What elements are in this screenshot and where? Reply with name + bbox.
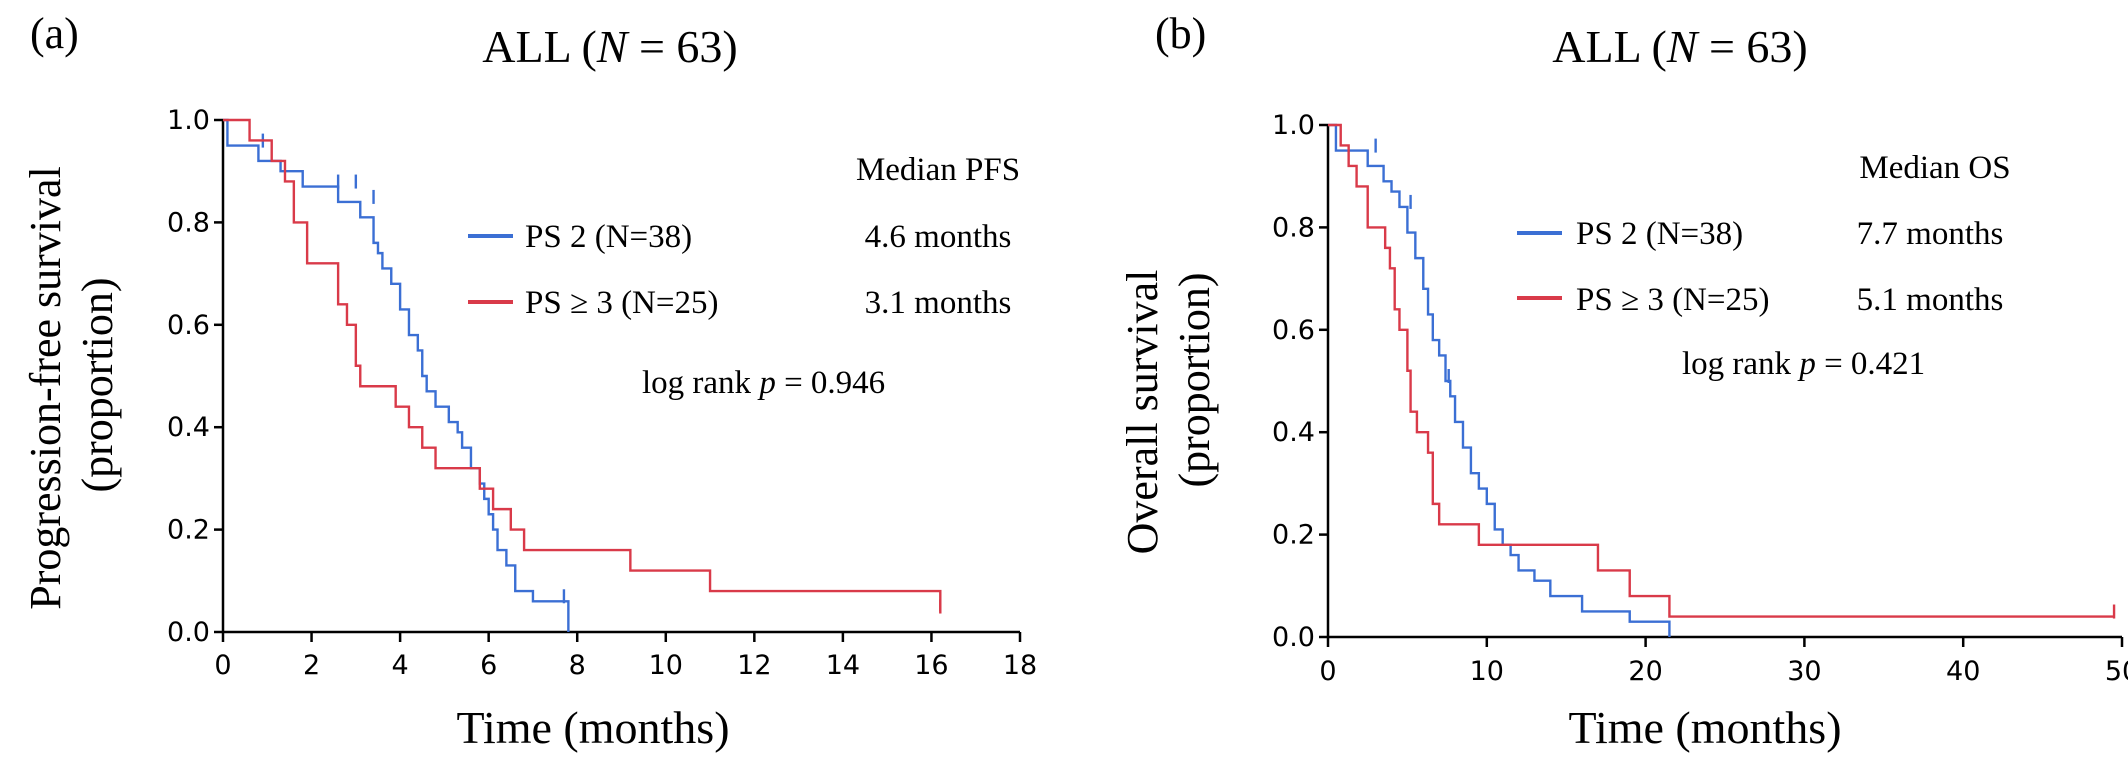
y-tick-label: 0.6 [1272,315,1315,346]
panel-a-ylabel-line1: Progression-free survival [21,166,70,610]
y-tick-label: 1.0 [167,105,210,136]
panel-a-logrank: log rank p = 0.946 [642,365,885,401]
y-tick-label: 0.4 [167,412,210,443]
y-tick-label: 0.0 [1272,622,1315,653]
panel-a-label: (a) [30,9,79,58]
y-tick-label: 0.4 [1272,417,1315,448]
x-tick-label: 40 [1946,656,1980,687]
x-tick-label: 4 [392,650,409,681]
panel-b-title: ALL (N = 63) [1552,21,1807,72]
y-tick-label: 0.8 [167,207,210,238]
km-curve-ps2 [223,118,570,632]
panel-b-median-header: Median OS [1859,150,2010,186]
y-tick-label: 0.0 [167,617,210,648]
x-tick-label: 0 [1319,656,1336,687]
panel-b-y-ticks: 0.0 0.2 0.4 0.6 0.8 1.0 [1272,110,1328,653]
panel-b-legend-label-ps3: PS ≥ 3 (N=25) [1576,282,1770,318]
y-tick-label: 0.2 [167,515,210,546]
panel-a-curves [223,118,942,632]
x-tick-label: 16 [914,650,948,681]
panel-a-y-ticks: 0.0 0.2 0.4 0.6 0.8 1.0 [167,105,223,648]
panel-b-legend-label-ps2: PS 2 (N=38) [1576,216,1743,252]
y-tick-label: 0.8 [1272,212,1315,243]
panel-b-label: (b) [1155,9,1206,58]
panel-a-legend-label-ps2: PS 2 (N=38) [525,219,692,255]
panel-b: (b) ALL (N = 63) 0.0 0.2 0.4 0.6 0.8 1.0 0 10 2… [1118,9,2128,753]
panel-b-x-ticks: 0 10 20 30 40 50 [1319,637,2128,687]
panel-a-ylabel-line2: (proportion) [73,277,122,492]
x-tick-label: 50 [2105,656,2128,687]
km-curve-ps2 [1328,123,1671,637]
panel-a-legend-label-ps3: PS ≥ 3 (N=25) [525,285,719,321]
panel-a-median-header: Median PFS [856,152,1020,188]
panel-b-logrank: log rank p = 0.421 [1682,346,1925,382]
x-tick-label: 30 [1787,656,1821,687]
x-tick-label: 6 [480,650,497,681]
x-tick-label: 0 [214,650,231,681]
y-tick-label: 1.0 [1272,110,1315,141]
x-tick-label: 18 [1003,650,1037,681]
x-tick-label: 10 [649,650,683,681]
panel-a: (a) ALL (N = 63) 0.0 0.2 0.4 0.6 0.8 1.0 0 2 4 6… [21,9,1037,753]
x-tick-label: 8 [569,650,586,681]
panel-b-curves [1328,123,2116,637]
y-tick-label: 0.2 [1272,520,1315,551]
km-curve-ps3 [223,118,942,612]
x-tick-label: 20 [1628,656,1662,687]
panel-b-ylabel-line2: (proportion) [1170,272,1219,487]
panel-a-title: ALL (N = 63) [482,21,737,72]
panel-b-ylabel-line1: Overall survival [1118,270,1167,555]
panel-a-xlabel: Time (months) [456,702,729,753]
x-tick-label: 14 [826,650,860,681]
panel-b-median-ps2: 7.7 months [1857,216,2004,252]
panel-a-x-ticks: 0 2 4 6 8 10 12 14 16 18 [214,632,1037,681]
km-curve-ps3 [1328,123,2115,618]
x-tick-label: 2 [303,650,320,681]
x-tick-label: 10 [1470,656,1504,687]
panel-a-median-ps3: 3.1 months [865,285,1012,321]
x-tick-label: 12 [737,650,771,681]
y-tick-label: 0.6 [167,310,210,341]
panel-b-median-ps3: 5.1 months [1857,282,2004,318]
panel-b-xlabel: Time (months) [1568,702,1841,753]
panel-a-median-ps2: 4.6 months [865,219,1012,255]
